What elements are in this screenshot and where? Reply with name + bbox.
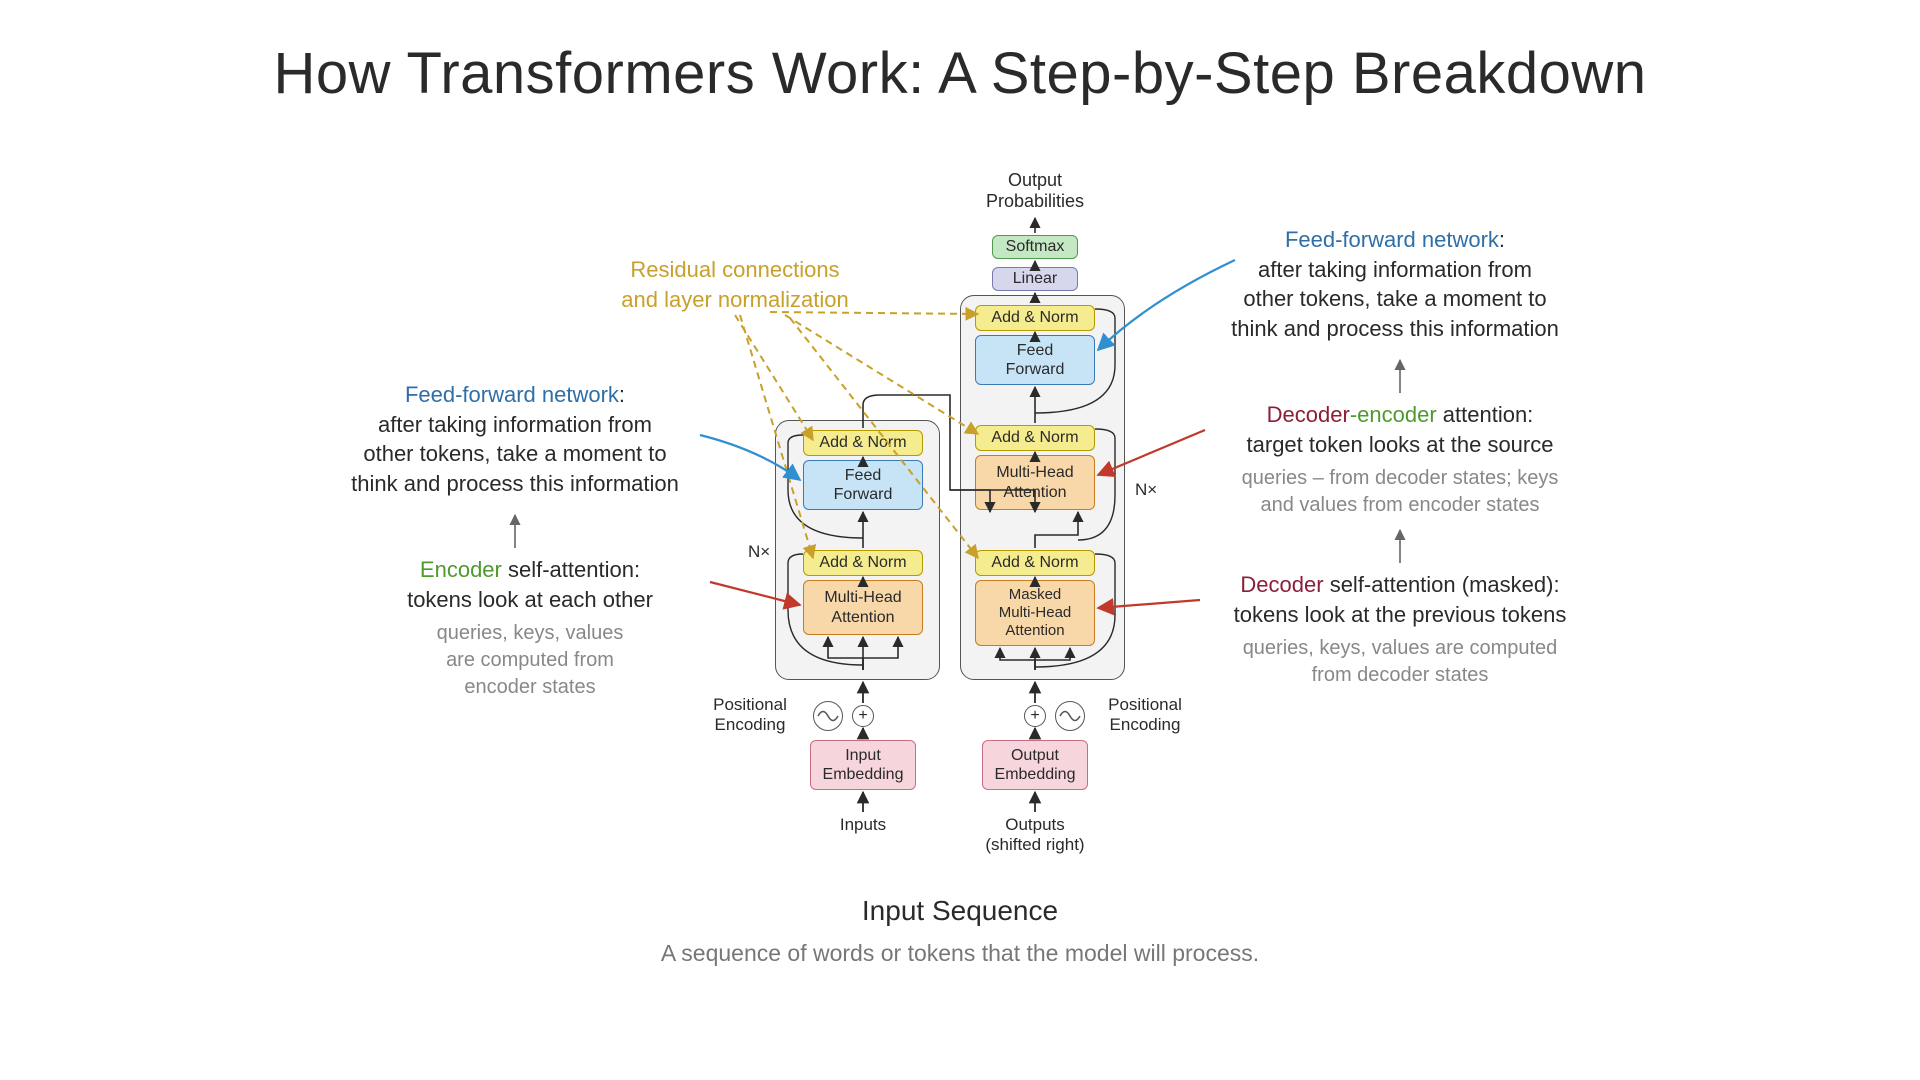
- decoder-addnorm-2: Add & Norm: [975, 425, 1095, 451]
- encoder-nx: N×: [748, 542, 770, 562]
- output-prob-label: Output Probabilities: [970, 170, 1100, 212]
- decoder-encdec-mha: Multi-Head Attention: [975, 455, 1095, 510]
- encoder-addnorm-2: Add & Norm: [803, 430, 923, 456]
- decoder-masked-mha: Masked Multi-Head Attention: [975, 580, 1095, 646]
- annot-ff-left-head: Feed-forward network: [405, 382, 619, 407]
- encoder-pe-icon: [813, 701, 843, 731]
- annot-enc-self: Encoder self-attention: tokens look at e…: [360, 555, 700, 701]
- encoder-addnorm-1: Add & Norm: [803, 550, 923, 576]
- annot-residual: Residual connections and layer normaliza…: [570, 255, 900, 314]
- diagram-area: Add & Norm Feed Forward Add & Norm Multi…: [0, 150, 1920, 970]
- inputs-label: Inputs: [810, 815, 916, 835]
- linear-block: Linear: [992, 267, 1078, 291]
- annot-ff-right-head: Feed-forward network: [1285, 227, 1499, 252]
- annot-decenc-h1: Decoder: [1267, 402, 1350, 427]
- decoder-addnorm-3: Add & Norm: [975, 305, 1095, 331]
- encoder-feedforward: Feed Forward: [803, 460, 923, 510]
- annot-decenc-h2: -encoder: [1350, 402, 1437, 427]
- annot-enc-head: Encoder: [420, 557, 502, 582]
- input-embedding: Input Embedding: [810, 740, 916, 790]
- decoder-pe-label: Positional Encoding: [1095, 695, 1195, 735]
- annot-ff-right: Feed-forward network: after taking infor…: [1210, 225, 1580, 344]
- decoder-nx: N×: [1135, 480, 1157, 500]
- encoder-pe-label: Positional Encoding: [700, 695, 800, 735]
- encoder-mha: Multi-Head Attention: [803, 580, 923, 635]
- outputs-label: Outputs (shifted right): [962, 815, 1108, 855]
- output-embedding: Output Embedding: [982, 740, 1088, 790]
- decoder-addnorm-1: Add & Norm: [975, 550, 1095, 576]
- annot-decenc-sub: queries – from decoder states; keys and …: [1200, 465, 1600, 519]
- footer-sub: A sequence of words or tokens that the m…: [0, 940, 1920, 967]
- page-title: How Transformers Work: A Step-by-Step Br…: [0, 40, 1920, 107]
- annot-dec-self: Decoder self-attention (masked): tokens …: [1190, 570, 1610, 689]
- annot-decself-sub: queries, keys, values are computed from …: [1190, 635, 1610, 689]
- footer-heading: Input Sequence: [0, 895, 1920, 927]
- decoder-pe-icon: [1055, 701, 1085, 731]
- annot-ff-left: Feed-forward network: after taking infor…: [330, 380, 700, 499]
- annot-dec-enc: Decoder-encoder attention: target token …: [1200, 400, 1600, 519]
- annot-enc-sub: queries, keys, values are computed from …: [360, 620, 700, 701]
- softmax-block: Softmax: [992, 235, 1078, 259]
- encoder-pos-add: +: [852, 705, 874, 727]
- decoder-feedforward: Feed Forward: [975, 335, 1095, 385]
- decoder-pos-add: +: [1024, 705, 1046, 727]
- annot-decself-head: Decoder: [1240, 572, 1323, 597]
